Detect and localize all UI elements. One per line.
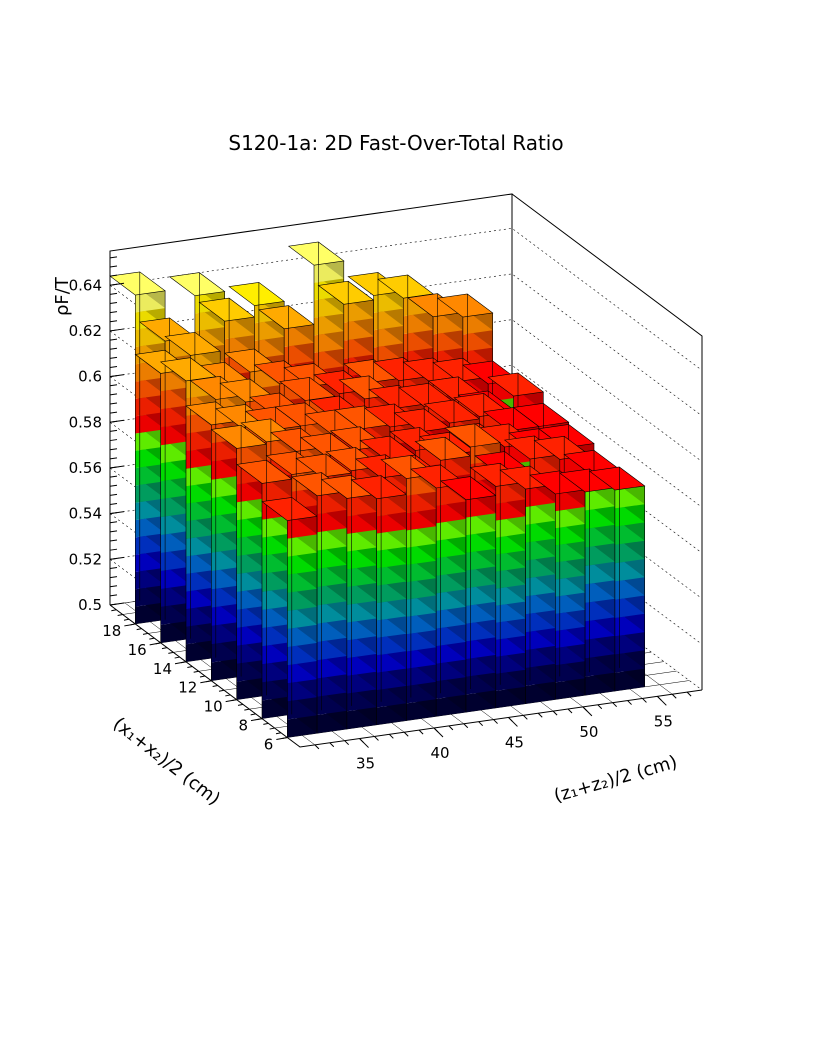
wall-gridline xyxy=(109,273,703,474)
lego-bar xyxy=(588,466,646,692)
z-tick xyxy=(109,556,125,560)
lego-bar xyxy=(320,474,378,730)
z-tick xyxy=(109,282,125,286)
z-tick-label: 0.62 xyxy=(69,322,102,340)
chart-title: S120-1a: 2D Fast-Over-Total Ratio xyxy=(228,131,563,155)
lego-bar xyxy=(380,455,437,721)
lego-bars xyxy=(109,241,646,738)
y-tick-label: 12 xyxy=(178,679,197,697)
z-tick-label: 0.6 xyxy=(78,368,102,386)
x-tick-label: 40 xyxy=(430,744,449,762)
y-tick-label: 8 xyxy=(238,717,248,735)
lego-bar xyxy=(529,470,586,700)
z-tick-label: 0.54 xyxy=(69,505,102,523)
z-tick xyxy=(109,374,125,378)
y-tick-label: 14 xyxy=(153,660,172,678)
z-tick-label: 0.5 xyxy=(78,596,102,614)
z-tick xyxy=(109,419,125,423)
lego-bar xyxy=(159,357,217,662)
lego-bar xyxy=(134,349,192,643)
z-axis: 0.5 0.52 0.54 0.56 0.58 0.6 0.62 0.64 xyxy=(69,256,125,614)
lego-bar xyxy=(261,497,318,738)
x-tick xyxy=(433,727,444,738)
y-tick-label: 10 xyxy=(204,698,223,716)
y-tick xyxy=(200,680,212,684)
y-tick xyxy=(250,718,263,722)
x-tick xyxy=(359,738,369,748)
x-tick-label: 35 xyxy=(356,755,375,773)
lego-bar xyxy=(559,468,616,696)
y-tick xyxy=(124,623,136,627)
lego-bar xyxy=(291,472,348,734)
x-tick xyxy=(582,706,593,717)
z-tick-label: 0.52 xyxy=(69,550,102,568)
y-tick xyxy=(174,661,187,665)
z-tick xyxy=(109,602,125,606)
z-tick-label: 0.64 xyxy=(69,276,102,294)
x-axis-title: (z₁+z₂)/2 (cm) xyxy=(552,752,680,807)
lego-bar xyxy=(439,476,497,713)
x-tick-label: 45 xyxy=(505,733,524,751)
z-tick xyxy=(109,511,125,515)
y-tick xyxy=(149,642,161,646)
y-tick-label: 18 xyxy=(102,622,121,640)
y-axis-title: (x₁+x₂)/2 (cm) xyxy=(109,713,224,809)
x-tick xyxy=(656,695,667,706)
y-axis: 68 10 12 14 16 18 xyxy=(102,609,288,754)
z-axis-title: ρF/T xyxy=(52,276,73,316)
x-tick-label: 50 xyxy=(579,723,598,741)
side-wall-outline xyxy=(511,193,703,690)
z-tick xyxy=(109,465,125,469)
x-tick xyxy=(508,717,518,727)
y-tick-label: 6 xyxy=(264,736,274,754)
x-tick-label: 55 xyxy=(654,712,673,730)
x-axis: 35 40 45 50 55 xyxy=(314,691,692,773)
lego-bar xyxy=(350,475,408,725)
z-tick-label: 0.56 xyxy=(69,459,102,477)
y-tick xyxy=(276,737,288,741)
lego-bar xyxy=(499,465,557,704)
y-tick-label: 16 xyxy=(128,641,147,659)
z-tick xyxy=(109,328,125,332)
y-tick xyxy=(225,699,237,703)
lego-bar xyxy=(469,462,527,708)
z-tick-label: 0.58 xyxy=(69,413,102,431)
